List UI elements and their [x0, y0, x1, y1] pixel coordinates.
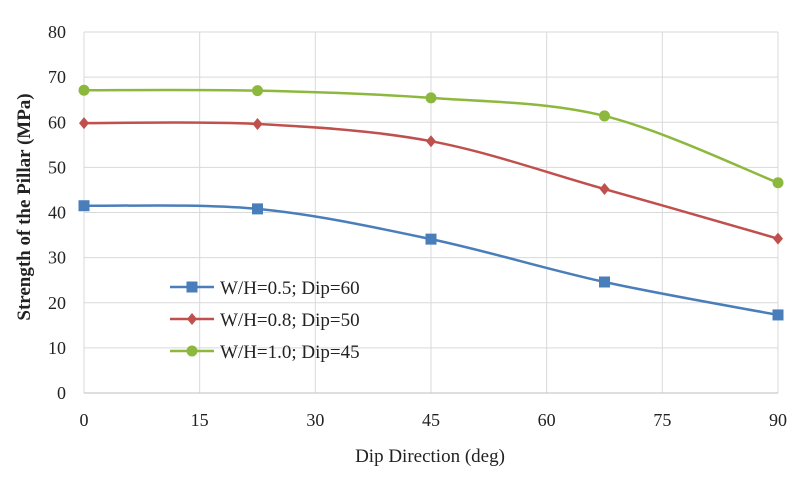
y-tick-label: 50: [48, 157, 66, 177]
data-point-square: [599, 276, 610, 288]
series-3: [78, 84, 784, 189]
y-tick-label: 40: [48, 203, 66, 223]
x-tick-label: 90: [769, 410, 787, 430]
y-tick-label: 60: [48, 112, 66, 132]
x-tick-label: 15: [191, 410, 209, 430]
x-tick-label: 75: [653, 410, 671, 430]
y-tick-label: 20: [48, 293, 66, 313]
data-point-circle: [772, 177, 784, 189]
series-2: [79, 117, 783, 245]
legend-label: W/H=0.5; Dip=60: [220, 278, 360, 299]
y-tick-label: 10: [48, 338, 66, 358]
legend-label: W/H=1.0; Dip=45: [220, 342, 360, 363]
data-point-circle: [425, 92, 437, 104]
legend-item: W/H=1.0; Dip=45: [170, 342, 360, 363]
data-point-circle: [78, 84, 90, 96]
data-point-diamond: [426, 135, 436, 148]
legend-item: W/H=0.5; Dip=60: [170, 278, 360, 299]
data-point-circle: [186, 345, 198, 357]
y-axis-label: Strength of the Pillar (MPa): [14, 93, 35, 320]
tick-labels: 0 10 20 30 40 50 60 70 80 0 15 30 45 60 75 90: [48, 22, 787, 430]
data-point-square: [186, 281, 198, 293]
data-point-diamond: [773, 232, 783, 245]
data-point-square: [252, 203, 263, 215]
x-tick-label: 30: [306, 410, 324, 430]
series-group: [78, 84, 784, 321]
data-point-diamond: [252, 118, 263, 131]
x-tick-label: 60: [538, 410, 556, 430]
grid: [83, 31, 779, 394]
y-tick-label: 70: [48, 67, 66, 87]
x-axis-label: Dip Direction (deg): [355, 446, 505, 467]
x-tick-label: 45: [422, 410, 440, 430]
y-tick-label: 30: [48, 248, 66, 268]
data-point-circle: [599, 110, 610, 122]
legend-label: W/H=0.8; Dip=50: [220, 310, 360, 331]
data-point-diamond: [599, 183, 610, 196]
data-point-square: [772, 309, 784, 321]
series-1: [78, 200, 784, 321]
x-tick-label: 0: [80, 410, 89, 430]
data-point-square: [78, 200, 90, 212]
data-point-square: [425, 233, 437, 245]
y-tick-label: 80: [48, 22, 66, 42]
data-point-circle: [252, 85, 263, 97]
data-point-diamond: [187, 313, 197, 325]
legend-item: W/H=0.8; Dip=50: [170, 310, 360, 331]
data-point-diamond: [79, 117, 89, 130]
y-tick-label: 0: [57, 383, 66, 403]
legend: W/H=0.5; Dip=60 W/H=0.8; Dip=50 W/H=1.0; D…: [170, 278, 360, 363]
